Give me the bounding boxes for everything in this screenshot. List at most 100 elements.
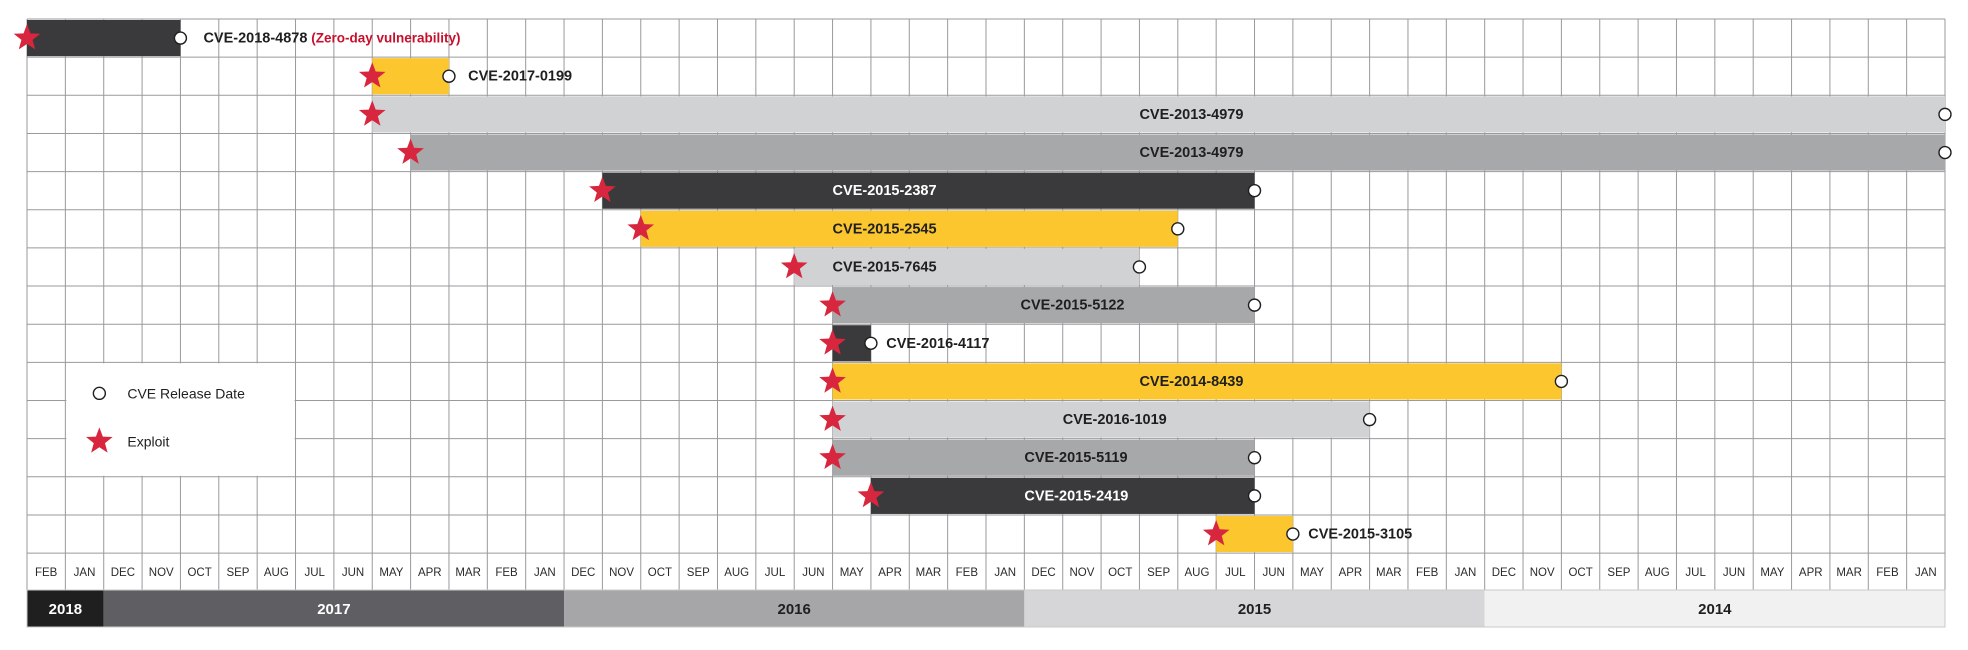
cve-label: CVE-2015-5119 (1024, 450, 1127, 466)
cve-label: CVE-2018-4878 (Zero-day vulnerability) (203, 31, 460, 47)
exploit-marker (13, 24, 41, 50)
release-date-marker (1554, 374, 1569, 389)
cve-label: CVE-2015-2545 (833, 221, 937, 237)
cve-bar (640, 210, 1178, 247)
month-tick-label: APR (418, 567, 442, 579)
cve-bar (27, 20, 181, 57)
cve-label: CVE-2013-4979 (1139, 107, 1243, 123)
release-date-marker (864, 336, 878, 350)
exploit-marker (397, 138, 424, 164)
year-label: 2015 (1238, 601, 1271, 618)
month-tick-label: SEP (226, 567, 249, 579)
month-tick-label: DEC (1031, 567, 1055, 579)
release-date-marker (1938, 145, 1952, 160)
exploit-marker (358, 100, 386, 126)
month-tick-label: MAY (840, 567, 864, 579)
month-tick-label: JUN (1723, 567, 1745, 579)
year-band (1024, 590, 1485, 627)
cve-label: CVE-2015-5122 (1021, 298, 1125, 314)
month-tick-label: APR (878, 567, 902, 579)
year-label: 2017 (317, 601, 350, 618)
release-date-marker (1286, 527, 1300, 541)
exploit-marker (819, 443, 846, 470)
cve-bar (1216, 515, 1293, 553)
year-label: 2018 (49, 601, 82, 618)
release-date-marker (442, 69, 456, 83)
exploit-marker (819, 405, 846, 431)
release-date-marker (1247, 451, 1262, 465)
exploit-marker (819, 329, 846, 355)
cve-bar (870, 477, 1255, 514)
month-tick-label: FEB (1416, 567, 1439, 579)
month-tick-label: AUG (264, 567, 289, 579)
cve-bar (410, 134, 1946, 171)
exploit-marker (780, 252, 808, 279)
month-tick-label: APR (1799, 567, 1823, 579)
x-axis: FEB JAN DEC NOV OCT SEP AUG JUL JUN MAY APR MAR FEB J… (26, 567, 1946, 628)
legend-star-icon (86, 427, 113, 453)
cve-bar (372, 96, 1945, 133)
exploit-marker (1202, 520, 1230, 546)
month-tick-label: OCT (1108, 567, 1132, 579)
month-tick-label: NOV (1530, 567, 1555, 579)
exploit-marker (589, 176, 616, 202)
year-band (564, 590, 1025, 627)
month-tick-label: JUN (802, 567, 824, 579)
month-tick-label: AUG (724, 567, 749, 579)
exploit-marker (857, 481, 885, 508)
month-tick-label: MAY (1300, 567, 1324, 579)
month-tick-label: AUG (1645, 567, 1670, 579)
legend-release-label: CVE Release Date (127, 385, 245, 401)
month-tick-label: JUL (304, 567, 325, 579)
cve-label: CVE-2014-8439 (1139, 374, 1243, 390)
cve-bars: CVE-2018-4878 (Zero-day vulnerability) CV… (13, 20, 1952, 553)
month-tick-label: SEP (1147, 567, 1170, 579)
year-band (1484, 590, 1945, 627)
month-tick-label: JAN (1915, 567, 1937, 579)
month-tick-label: NOV (149, 567, 174, 579)
month-tick-label: MAR (1836, 567, 1862, 579)
month-tick-label: JUL (1225, 567, 1246, 579)
month-tick-label: FEB (956, 567, 979, 579)
month-tick-label: MAY (1760, 567, 1784, 579)
release-date-marker (173, 31, 188, 45)
cve-label: CVE-2016-1019 (1063, 412, 1167, 428)
month-tick-label: FEB (35, 567, 58, 579)
cve-bar (832, 401, 1370, 438)
cve-label: CVE-2015-2419 (1024, 488, 1128, 504)
release-date-marker (1938, 107, 1952, 122)
month-tick-label: SEP (687, 567, 710, 579)
release-date-marker (1247, 489, 1262, 503)
month-tick-label: MAR (455, 567, 481, 579)
month-tick-label: SEP (1607, 567, 1630, 579)
month-tick-label: JAN (1455, 567, 1477, 579)
cve-label: CVE-2017-0199 (468, 69, 572, 85)
exploit-marker (358, 62, 386, 88)
month-tick-label: DEC (111, 567, 135, 579)
release-date-marker (1171, 222, 1185, 236)
month-tick-label: FEB (1876, 567, 1899, 579)
month-tick-label: AUG (1185, 567, 1210, 579)
month-tick-label: JUL (765, 567, 786, 579)
legend-box (66, 363, 295, 476)
release-date-marker (1362, 412, 1377, 427)
month-tick-label: MAY (379, 567, 403, 579)
year-label: 2014 (1698, 601, 1732, 618)
legend: CVE Release Date Exploit (66, 363, 295, 476)
month-tick-label: DEC (1492, 567, 1516, 579)
month-tick-label: JUN (342, 567, 364, 579)
month-tick-label: APR (1339, 567, 1363, 579)
cve-label: CVE-2015-7645 (833, 259, 937, 275)
cve-label: CVE-2013-4979 (1139, 145, 1243, 161)
month-tick-label: NOV (609, 567, 634, 579)
month-tick-label: JUN (1263, 567, 1285, 579)
year-band-border (26, 589, 1946, 628)
cve-bar (832, 439, 1255, 476)
month-tick-label: OCT (1568, 567, 1592, 579)
cve-bar (602, 172, 1255, 209)
cve-bar (832, 287, 1255, 324)
month-tick-label: DEC (571, 567, 595, 579)
release-date-marker (1247, 183, 1262, 198)
cve-label: CVE-2015-2387 (833, 183, 937, 199)
